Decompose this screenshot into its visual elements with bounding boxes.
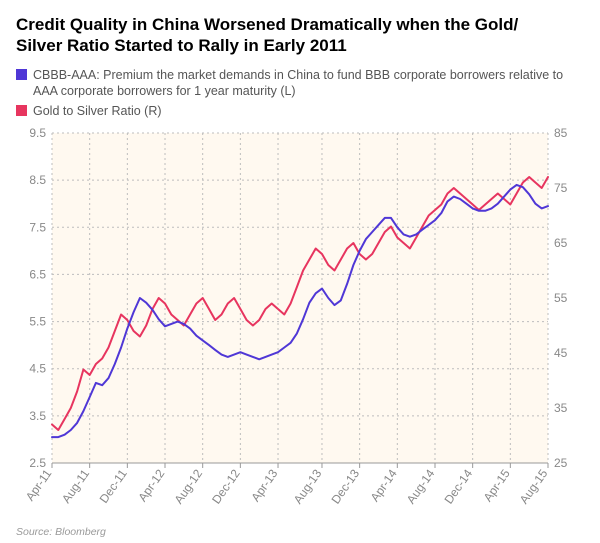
y-left-tick: 8.5 [29,173,46,187]
x-tick-label: Aug-13 [291,467,325,507]
y-left-tick: 9.5 [29,127,46,140]
y-right-tick: 35 [554,401,568,415]
chart-svg: 2.53.54.55.56.57.58.59.525354555657585Ap… [16,127,584,517]
legend-item-2: Gold to Silver Ratio (R) [16,103,584,119]
x-tick-label: Apr-15 [481,467,513,505]
y-left-tick: 4.5 [29,362,46,376]
x-tick-label: Aug-14 [404,467,438,507]
legend-label-2: Gold to Silver Ratio (R) [33,103,162,119]
x-tick-label: Dec-12 [209,467,243,507]
chart-title: Credit Quality in China Worsened Dramati… [16,14,584,57]
y-left-tick: 7.5 [29,221,46,235]
x-tick-label: Dec-14 [441,467,475,507]
x-tick-label: Aug-11 [59,467,92,506]
x-tick-label: Apr-12 [135,467,167,505]
legend-label-1: CBBB-AAA: Premium the market demands in … [33,67,584,100]
x-tick-label: Aug-12 [171,467,205,507]
x-tick-label: Dec-13 [328,467,362,507]
y-right-tick: 75 [554,181,568,195]
y-right-tick: 45 [554,346,568,360]
y-left-tick: 5.5 [29,315,46,329]
source-text: Source: Bloomberg [16,526,584,538]
plot-area: 2.53.54.55.56.57.58.59.525354555657585Ap… [16,127,584,522]
x-tick-label: Apr-14 [368,467,400,505]
x-tick-label: Apr-11 [23,467,55,504]
y-right-tick: 55 [554,291,568,305]
y-right-tick: 25 [554,456,568,470]
legend-swatch-2 [16,105,27,116]
title-line-2: Silver Ratio Started to Rally in Early 2… [16,36,347,55]
x-tick-label: Apr-13 [248,467,280,505]
legend-item-1: CBBB-AAA: Premium the market demands in … [16,67,584,100]
title-line-1: Credit Quality in China Worsened Dramati… [16,15,518,34]
legend: CBBB-AAA: Premium the market demands in … [16,67,584,120]
y-right-tick: 85 [554,127,568,140]
y-right-tick: 65 [554,236,568,250]
y-left-tick: 3.5 [29,409,46,423]
y-left-tick: 6.5 [29,268,46,282]
legend-swatch-1 [16,69,27,80]
x-tick-label: Aug-15 [517,467,551,507]
x-tick-label: Dec-11 [97,467,130,506]
chart-container: Credit Quality in China Worsened Dramati… [0,0,600,543]
